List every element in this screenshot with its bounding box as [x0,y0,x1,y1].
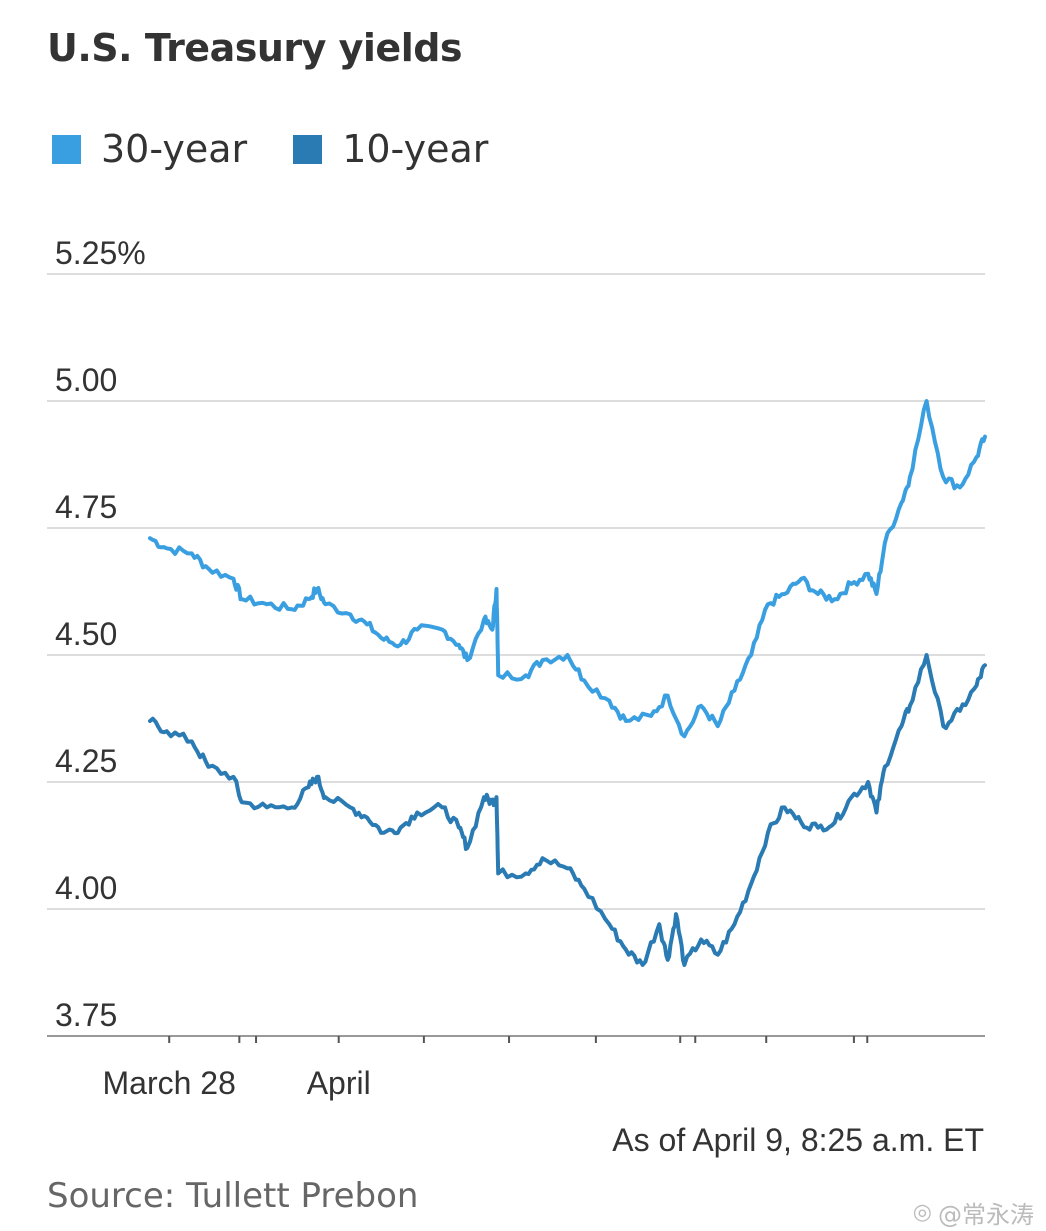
legend-swatch-10-year [293,134,323,164]
watermark-text: @常永涛 [938,1201,1034,1229]
legend-swatch-30-year [52,134,81,164]
watermark: ◎ @常永涛 [913,1195,1034,1230]
y-tick-label: 5.25% [55,235,146,271]
chart-title: U.S. Treasury yields [47,26,463,70]
legend-item-30-year: 30-year [52,127,247,171]
weibo-icon: ◎ [912,1200,932,1225]
x-tick-label: April [307,1065,371,1101]
legend: 30-year 10-year [52,127,534,171]
series-line-10-year [148,653,987,967]
y-tick-label: 4.75 [55,489,117,525]
y-tick-label: 3.75 [55,997,117,1033]
legend-item-10-year: 10-year [293,127,488,171]
y-tick-label: 5.00 [55,362,117,398]
series-line-30-year [148,399,987,739]
legend-label-30-year: 30-year [101,127,248,171]
legend-label-10-year: 10-year [342,127,489,171]
as-of-note: As of April 9, 8:25 a.m. ET [612,1122,984,1158]
x-tick-label: March 28 [103,1065,236,1101]
y-tick-label: 4.00 [55,870,117,906]
y-tick-label: 4.25 [55,743,117,779]
y-tick-label: 4.50 [55,616,117,652]
source-note: Source: Tullett Prebon [47,1176,419,1216]
